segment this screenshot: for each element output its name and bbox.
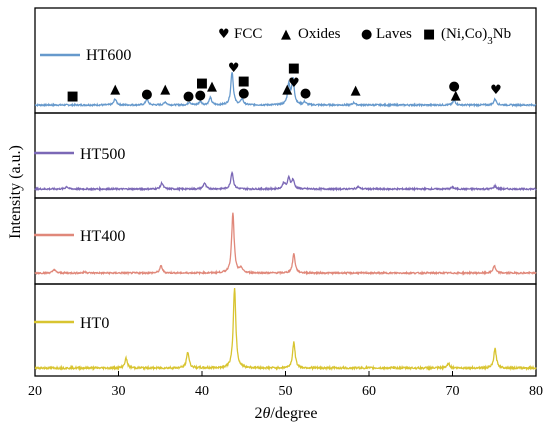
series-name-ht600: HT600: [86, 47, 131, 64]
nicomb-legend-label: (Ni,Co)3Nb: [441, 26, 511, 47]
series-label-ht600: HT600: [40, 47, 131, 64]
series-label-ht0: HT0: [34, 315, 109, 332]
oxides-legend-symbol: ▲: [281, 27, 291, 42]
phase-marker-layer: ■ ▲ ● ▲ ● ●■▲♥■● ▲♥■● ▲ ●▲ ♥: [66, 61, 501, 104]
phase-marker: ▲: [351, 83, 361, 98]
x-tick-label: 40: [195, 384, 209, 399]
laves-legend-label: Laves: [376, 26, 412, 42]
phase-marker: ♥: [288, 76, 300, 91]
laves-legend-symbol: ●: [361, 27, 372, 42]
panel-frame-ht0: [34, 283, 537, 377]
phase-marker: ●: [141, 87, 152, 102]
series-name-ht0: HT0: [80, 315, 109, 332]
phase-marker: ●: [238, 86, 249, 101]
phase-marker: ■: [66, 89, 78, 104]
x-tick-label: 80: [529, 384, 543, 399]
phase-marker: ■: [196, 76, 208, 91]
x-axis-ticks: 20 30 40 50 60 70 80: [28, 371, 543, 399]
fcc-legend-symbol: ♥: [218, 27, 230, 42]
phase-marker: ●: [195, 88, 206, 103]
series-label-ht500: HT500: [34, 146, 125, 163]
x-tick-label: 60: [362, 384, 376, 399]
phase-marker: ▲: [451, 88, 461, 103]
series-label-ht400: HT400: [34, 228, 125, 245]
series-layer: [34, 72, 537, 372]
x-axis-title: 2θ/degree: [255, 405, 318, 422]
phase-marker: ▲: [207, 79, 217, 94]
x-tick-label: 30: [112, 384, 126, 399]
series-name-ht400: HT400: [80, 228, 125, 245]
x-tick-label: 20: [28, 384, 42, 399]
phase-marker: ●: [300, 86, 311, 101]
phase-marker: ●: [449, 79, 460, 94]
phase-marker: ♥: [228, 61, 240, 76]
phase-marker: ▲: [160, 82, 170, 97]
nicomb-legend-symbol: ■: [423, 27, 435, 42]
x-tick-label: 70: [446, 384, 460, 399]
series-line-ht0: [34, 287, 537, 372]
phase-marker: ♥: [490, 83, 502, 98]
series-line-ht500: [34, 170, 537, 192]
phase-legend: ♥ FCC ▲ Oxides ● Laves ■ (Ni,Co)3Nb: [218, 26, 511, 47]
series-line-ht400: [34, 212, 537, 276]
x-tick-label: 50: [279, 384, 293, 399]
fcc-legend-label: FCC: [234, 26, 262, 42]
phase-marker: ■: [238, 74, 250, 89]
series-name-ht500: HT500: [80, 146, 125, 163]
phase-marker: ▲: [282, 82, 292, 97]
phase-marker: ▲: [110, 82, 120, 97]
oxides-legend-label: Oxides: [298, 26, 341, 42]
y-axis-title: Intensity (a.u.): [7, 145, 24, 239]
series-line-ht600: [34, 72, 537, 108]
phase-marker: ●: [183, 89, 194, 104]
phase-marker: ■: [288, 61, 300, 76]
